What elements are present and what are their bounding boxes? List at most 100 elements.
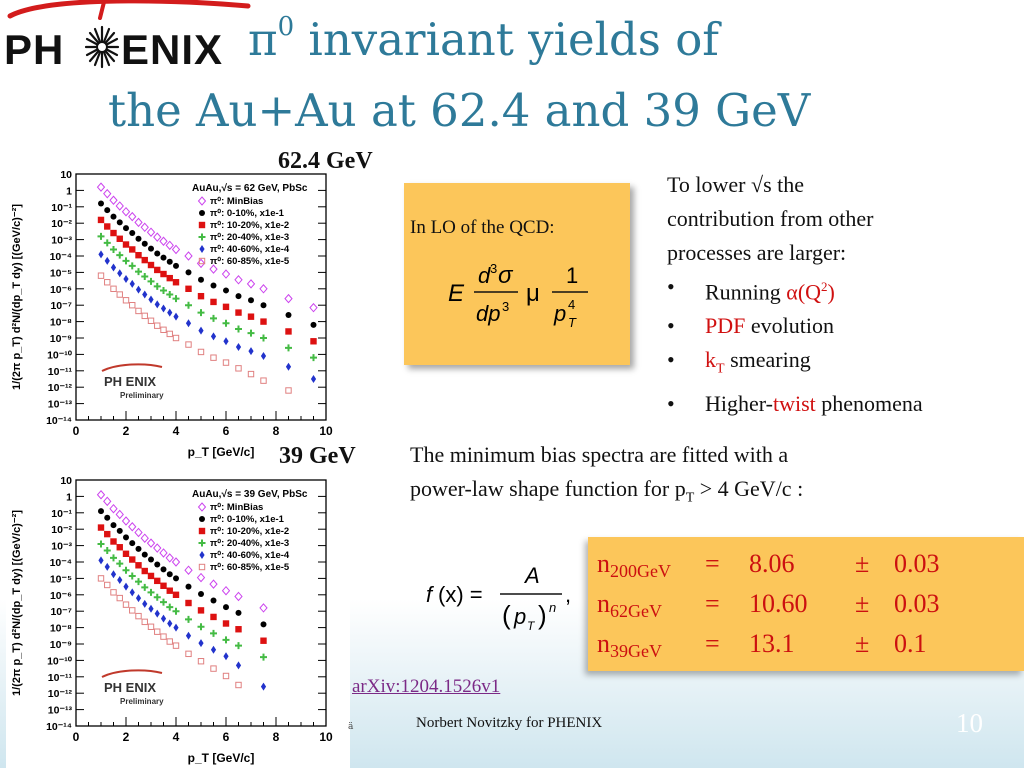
data-point [116,219,123,226]
arxiv-link[interactable]: arXiv:1204.1526v1 [352,676,501,697]
data-point [98,508,104,515]
data-point [166,274,173,282]
data-point [310,354,317,362]
data-point [184,565,193,575]
data-point [122,601,130,608]
data-point [210,645,217,654]
series-points [98,200,317,328]
series-points [97,524,267,644]
data-point [196,258,206,269]
y-tick-label: 1 [66,185,72,197]
data-point [285,344,292,352]
data-point [198,590,204,597]
spectrum-chart-39gev: 10 1 10⁻¹ 10⁻² 10⁻³ 10⁻⁴ 10⁻⁵ 10⁻⁶ 10⁻⁷ 10⁻⁸ 10⁻⁹ 1… [11,475,333,765]
legend-entry: π⁰: 60-85%, x1e-5 [210,562,290,573]
data-point [210,665,217,672]
data-point [153,282,161,290]
data-point [160,614,167,623]
data-point [167,308,173,317]
data-point [222,636,230,644]
data-point [116,594,123,602]
data-point [185,599,192,607]
data-point [153,593,161,601]
data-point [260,352,267,361]
spectrum-plot-62gev: 10 1 10⁻¹ 10⁻² 10⁻³ 10⁻⁴ 10⁻⁵ 10⁻⁶ 10⁻⁷ 10⁻⁸ 10⁻⁹ 1… [6,156,346,462]
data-point [260,637,267,644]
logo-text-right: ENIX [121,26,224,73]
data-point [223,652,229,661]
formula-mu: μ [526,280,540,307]
y-tick-label: 10⁻⁶ [50,590,72,602]
data-point [222,319,230,327]
data-point [135,251,142,259]
data-point [141,273,149,280]
data-point [210,282,217,289]
series-points [98,508,267,628]
data-point [147,588,155,596]
formula-p-sub: T [568,315,577,330]
data-point [128,211,137,222]
data-point [210,314,217,322]
data-point [110,229,117,237]
data-point [110,554,117,562]
plot-logo-swoosh-icon [101,669,163,678]
reasons-intro-line1: To lower √s the [667,172,805,197]
data-point [123,225,129,232]
data-point [146,538,156,548]
data-point [197,292,205,300]
data-point [129,302,136,309]
data-point [135,612,142,620]
data-point [98,200,104,207]
x-tick-label: 4 [173,730,180,744]
data-point [96,182,106,192]
data-point [172,279,180,286]
data-point [129,607,136,614]
y-tick-label: 10⁻² [51,524,72,536]
y-tick-label: 10⁻¹³ [48,399,73,411]
data-point [154,266,161,274]
data-point [148,295,154,304]
data-point [172,607,180,615]
data-point [98,556,104,565]
series-points [97,540,267,661]
data-point [210,354,217,361]
data-point [172,295,180,303]
data-point [166,330,173,338]
legend-marker [199,551,205,559]
data-point [185,301,192,309]
energy-label-39gev: 39 GeV [279,443,356,469]
data-point [285,362,292,371]
data-point [222,303,230,311]
data-point [129,230,136,237]
y-tick-label: 10⁻⁴ [50,251,72,263]
data-point [123,274,129,283]
data-point [123,582,129,591]
y-tick-label: 10⁻¹² [48,688,73,700]
data-point [153,543,162,553]
data-point [166,638,173,645]
page-number: 10 [956,708,983,738]
data-point [235,309,242,316]
data-point [172,642,180,649]
data-point [116,544,123,551]
legend-title: AuAu,√s = 62 GeV, PbSc [192,183,308,194]
data-point [173,262,179,269]
formula-open-paren: ( [502,600,511,630]
legend-entry: π⁰: 10-20%, x1e-2 [210,526,289,537]
fit-description-line2: power-law shape function for pT > 4 GeV/… [410,476,804,506]
data-point [104,207,111,214]
data-point [104,581,111,589]
spectrum-plot-39gev: 10 1 10⁻¹ 10⁻² 10⁻³ 10⁻⁴ 10⁻⁵ 10⁻⁶ 10⁻⁷ 10⁻⁸ 10⁻⁹ 1… [6,462,350,768]
legend-title: AuAu,√s = 39 GeV, PbSc [192,489,308,500]
data-point [160,566,167,573]
formula-x: (x) = [438,582,483,607]
formula-pt-sub: T [527,619,536,633]
data-point [210,613,217,621]
data-point [166,587,173,594]
data-point [247,313,255,320]
data-point [116,527,123,534]
x-tick-label: 8 [273,424,280,438]
data-point [310,375,317,383]
formula-f: f [426,582,435,607]
x-tick-label: 2 [123,730,130,744]
